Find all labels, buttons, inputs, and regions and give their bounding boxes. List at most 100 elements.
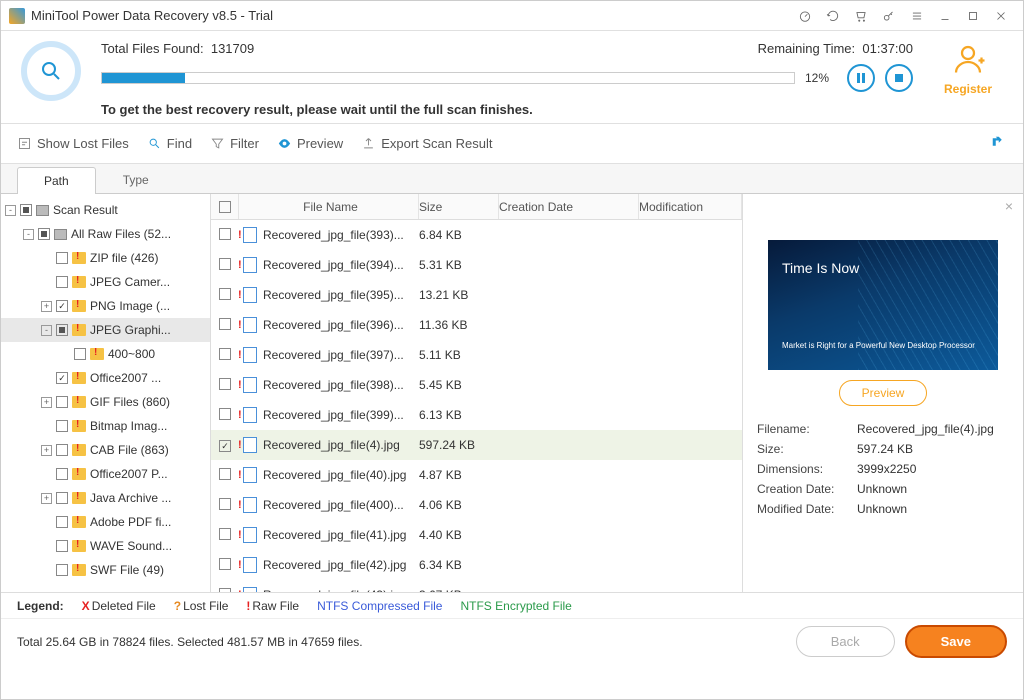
tree-checkbox[interactable] — [56, 276, 68, 288]
file-row[interactable]: Recovered_jpg_file(393)...6.84 KB — [211, 220, 742, 250]
file-checkbox[interactable] — [219, 498, 231, 510]
select-all-checkbox[interactable] — [219, 201, 231, 213]
preview-open-button[interactable]: Preview — [839, 380, 928, 406]
tree-item[interactable]: +PNG Image (... — [1, 294, 210, 318]
tree-item[interactable]: -JPEG Graphi... — [1, 318, 210, 342]
expand-toggle-icon[interactable]: + — [41, 301, 52, 312]
tree-item[interactable]: Office2007 P... — [1, 462, 210, 486]
find-button[interactable]: Find — [147, 136, 192, 151]
tree-checkbox[interactable] — [20, 204, 32, 216]
tree-checkbox[interactable] — [56, 420, 68, 432]
tree-item[interactable]: Office2007 ... — [1, 366, 210, 390]
pause-button[interactable] — [847, 64, 875, 92]
file-row[interactable]: Recovered_jpg_file(398)...5.45 KB — [211, 370, 742, 400]
tree-checkbox[interactable] — [56, 252, 68, 264]
tree-checkbox[interactable] — [74, 348, 86, 360]
back-button[interactable]: Back — [796, 626, 895, 657]
tree-checkbox[interactable] — [56, 396, 68, 408]
tree-item[interactable]: +CAB File (863) — [1, 438, 210, 462]
file-row[interactable]: Recovered_jpg_file(395)...13.21 KB — [211, 280, 742, 310]
file-row[interactable]: Recovered_jpg_file(396)...11.36 KB — [211, 310, 742, 340]
folder-tree[interactable]: -Scan Result-All Raw Files (52...ZIP fil… — [1, 194, 211, 592]
tab-type[interactable]: Type — [96, 166, 176, 193]
tree-checkbox[interactable] — [56, 324, 68, 336]
file-checkbox[interactable] — [219, 558, 231, 570]
file-checkbox[interactable] — [219, 348, 231, 360]
tree-checkbox[interactable] — [56, 516, 68, 528]
export-scan-result-button[interactable]: Export Scan Result — [361, 136, 492, 151]
expand-toggle-icon[interactable]: + — [41, 397, 52, 408]
tree-checkbox[interactable] — [56, 372, 68, 384]
tree-checkbox[interactable] — [38, 228, 50, 240]
register-button[interactable]: Register — [913, 41, 1003, 96]
expand-toggle-icon — [41, 541, 52, 552]
tree-checkbox[interactable] — [56, 540, 68, 552]
titlebar: MiniTool Power Data Recovery v8.5 - Tria… — [1, 1, 1023, 31]
key-icon[interactable] — [875, 2, 903, 30]
cart-icon[interactable] — [847, 2, 875, 30]
file-row[interactable]: Recovered_jpg_file(400)...4.06 KB — [211, 490, 742, 520]
file-name: Recovered_jpg_file(395)... — [263, 288, 404, 302]
file-checkbox[interactable] — [219, 288, 231, 300]
tree-item[interactable]: ZIP file (426) — [1, 246, 210, 270]
file-row[interactable]: Recovered_jpg_file(42).jpg6.34 KB — [211, 550, 742, 580]
show-lost-files-button[interactable]: Show Lost Files — [17, 136, 129, 151]
tree-checkbox[interactable] — [56, 444, 68, 456]
file-checkbox[interactable] — [219, 378, 231, 390]
col-size[interactable]: Size — [419, 194, 499, 219]
file-row[interactable]: Recovered_jpg_file(43).jpg3.67 KB — [211, 580, 742, 592]
tree-item[interactable]: -All Raw Files (52... — [1, 222, 210, 246]
tree-item[interactable]: Bitmap Imag... — [1, 414, 210, 438]
file-checkbox[interactable] — [219, 440, 231, 452]
file-checkbox[interactable] — [219, 318, 231, 330]
speed-icon[interactable] — [791, 2, 819, 30]
file-checkbox[interactable] — [219, 408, 231, 420]
file-row[interactable]: Recovered_jpg_file(4).jpg597.24 KB — [211, 430, 742, 460]
close-icon[interactable] — [987, 2, 1015, 30]
expand-toggle-icon[interactable]: - — [5, 205, 16, 216]
file-name: Recovered_jpg_file(41).jpg — [263, 528, 406, 542]
preview-button[interactable]: Preview — [277, 136, 343, 151]
col-modification[interactable]: Modification — [639, 194, 742, 219]
file-row[interactable]: Recovered_jpg_file(40).jpg4.87 KB — [211, 460, 742, 490]
tab-path[interactable]: Path — [17, 167, 96, 194]
file-row[interactable]: Recovered_jpg_file(394)...5.31 KB — [211, 250, 742, 280]
tree-item[interactable]: SWF File (49) — [1, 558, 210, 582]
tree-item[interactable]: +GIF Files (860) — [1, 390, 210, 414]
minimize-icon[interactable] — [931, 2, 959, 30]
tree-checkbox[interactable] — [56, 564, 68, 576]
file-checkbox[interactable] — [219, 228, 231, 240]
stop-button[interactable] — [885, 64, 913, 92]
tree-item[interactable]: +Java Archive ... — [1, 486, 210, 510]
file-checkbox[interactable] — [219, 468, 231, 480]
tree-checkbox[interactable] — [56, 300, 68, 312]
file-row[interactable]: Recovered_jpg_file(397)...5.11 KB — [211, 340, 742, 370]
share-icon[interactable] — [989, 133, 1007, 154]
tree-item[interactable]: WAVE Sound... — [1, 534, 210, 558]
save-button[interactable]: Save — [905, 625, 1007, 658]
refresh-icon[interactable] — [819, 2, 847, 30]
expand-toggle-icon[interactable]: - — [41, 325, 52, 336]
tree-item[interactable]: 400~800 — [1, 342, 210, 366]
file-row[interactable]: Recovered_jpg_file(41).jpg4.40 KB — [211, 520, 742, 550]
expand-toggle-icon[interactable]: + — [41, 445, 52, 456]
file-list-body[interactable]: Recovered_jpg_file(393)...6.84 KBRecover… — [211, 220, 742, 592]
tree-checkbox[interactable] — [56, 492, 68, 504]
file-checkbox[interactable] — [219, 528, 231, 540]
file-row[interactable]: Recovered_jpg_file(399)...6.13 KB — [211, 400, 742, 430]
tree-item[interactable]: JPEG Camer... — [1, 270, 210, 294]
tree-checkbox[interactable] — [56, 468, 68, 480]
expand-toggle-icon — [59, 349, 70, 360]
maximize-icon[interactable] — [959, 2, 987, 30]
expand-toggle-icon[interactable]: - — [23, 229, 34, 240]
expand-toggle-icon[interactable]: + — [41, 493, 52, 504]
close-preview-icon[interactable]: × — [1005, 198, 1013, 214]
tree-item[interactable]: -Scan Result — [1, 198, 210, 222]
tree-item[interactable]: Adobe PDF fi... — [1, 510, 210, 534]
menu-icon[interactable] — [903, 2, 931, 30]
filter-button[interactable]: Filter — [210, 136, 259, 151]
file-checkbox[interactable] — [219, 258, 231, 270]
file-checkbox[interactable] — [219, 588, 231, 593]
col-creation-date[interactable]: Creation Date — [499, 194, 639, 219]
col-filename[interactable]: File Name — [239, 194, 419, 219]
